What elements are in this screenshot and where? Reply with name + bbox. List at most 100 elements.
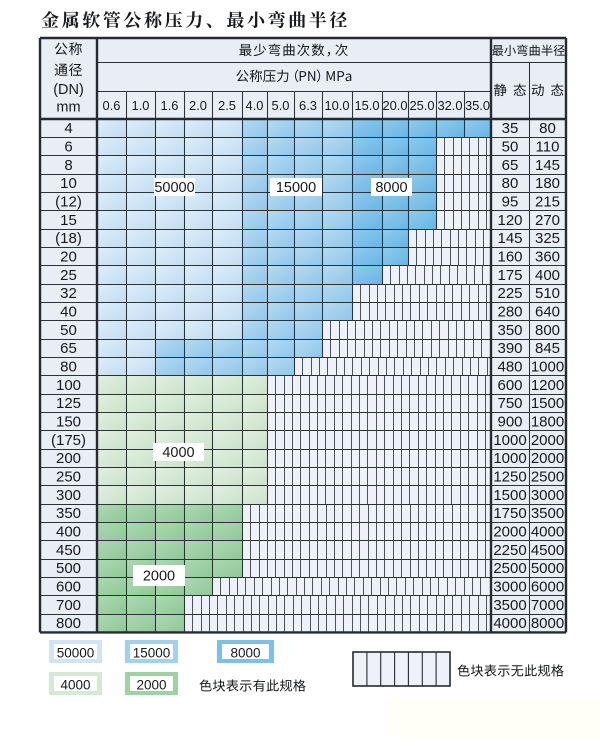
svg-text:8000: 8000 (230, 645, 260, 660)
svg-text:10: 10 (60, 175, 77, 192)
svg-text:3500: 3500 (531, 505, 564, 522)
svg-text:750: 750 (497, 395, 522, 412)
svg-text:0.6: 0.6 (103, 98, 121, 113)
svg-text:3000: 3000 (531, 487, 564, 504)
svg-text:2000: 2000 (493, 524, 526, 541)
svg-text:8000: 8000 (531, 615, 564, 632)
svg-text:40: 40 (60, 304, 77, 321)
svg-text:400: 400 (535, 267, 560, 284)
svg-text:32.0: 32.0 (437, 98, 462, 113)
svg-text:4000: 4000 (531, 524, 564, 541)
svg-text:25.0: 25.0 (409, 98, 434, 113)
svg-text:1250: 1250 (493, 469, 526, 486)
svg-text:1200: 1200 (531, 377, 564, 394)
svg-text:2250: 2250 (493, 542, 526, 559)
svg-text:50000: 50000 (154, 180, 194, 196)
svg-text:350: 350 (56, 505, 81, 522)
svg-text:(175): (175) (51, 432, 86, 449)
svg-text:3000: 3000 (493, 579, 526, 596)
svg-text:15: 15 (60, 212, 77, 229)
svg-text:4500: 4500 (531, 542, 564, 559)
svg-text:50000: 50000 (57, 645, 95, 660)
svg-text:35.0: 35.0 (465, 98, 490, 113)
svg-text:65: 65 (502, 157, 519, 174)
svg-text:25: 25 (60, 267, 77, 284)
svg-text:5.0: 5.0 (272, 98, 290, 113)
svg-text:6.3: 6.3 (299, 98, 317, 113)
svg-text:4000: 4000 (162, 445, 194, 461)
svg-text:800: 800 (535, 322, 560, 339)
svg-text:270: 270 (535, 212, 560, 229)
svg-text:350: 350 (497, 322, 522, 339)
svg-text:15.0: 15.0 (354, 98, 379, 113)
svg-text:4000: 4000 (493, 615, 526, 632)
svg-text:800: 800 (56, 615, 81, 632)
svg-text:280: 280 (497, 304, 522, 321)
svg-text:(DN): (DN) (53, 82, 84, 98)
svg-text:15000: 15000 (133, 645, 171, 660)
svg-text:35: 35 (502, 120, 519, 137)
svg-text:145: 145 (535, 157, 560, 174)
svg-text:120: 120 (497, 212, 522, 229)
svg-text:845: 845 (535, 340, 560, 357)
svg-text:400: 400 (56, 524, 81, 541)
svg-text:8: 8 (64, 157, 72, 174)
svg-text:450: 450 (56, 542, 81, 559)
svg-text:6: 6 (64, 139, 72, 156)
svg-text:600: 600 (56, 579, 81, 596)
svg-text:1000: 1000 (493, 432, 526, 449)
svg-text:2000: 2000 (531, 432, 564, 449)
svg-text:390: 390 (497, 340, 522, 357)
svg-text:15000: 15000 (276, 180, 316, 196)
svg-text:360: 360 (535, 249, 560, 266)
svg-text:80: 80 (502, 175, 519, 192)
svg-text:1.0: 1.0 (132, 98, 150, 113)
svg-text:1000: 1000 (493, 450, 526, 467)
svg-text:65: 65 (60, 340, 77, 357)
svg-text:325: 325 (535, 230, 560, 247)
svg-text:200: 200 (56, 450, 81, 467)
svg-text:32: 32 (60, 285, 77, 302)
svg-text:175: 175 (497, 267, 522, 284)
svg-text:1800: 1800 (531, 414, 564, 431)
svg-text:300: 300 (56, 487, 81, 504)
svg-text:1750: 1750 (493, 505, 526, 522)
svg-text:(12): (12) (55, 194, 82, 211)
svg-text:1500: 1500 (493, 487, 526, 504)
svg-text:250: 250 (56, 469, 81, 486)
svg-text:2000: 2000 (143, 569, 175, 585)
svg-text:180: 180 (535, 175, 560, 192)
svg-text:1500: 1500 (531, 395, 564, 412)
svg-text:900: 900 (497, 414, 522, 431)
svg-text:4000: 4000 (60, 677, 90, 692)
svg-text:640: 640 (535, 304, 560, 321)
svg-text:80: 80 (539, 120, 556, 137)
svg-text:160: 160 (497, 249, 522, 266)
svg-text:7000: 7000 (531, 597, 564, 614)
svg-text:500: 500 (56, 560, 81, 577)
svg-text:600: 600 (497, 377, 522, 394)
svg-text:2500: 2500 (531, 469, 564, 486)
svg-text:4.0: 4.0 (246, 98, 264, 113)
svg-text:80: 80 (60, 359, 77, 376)
svg-text:20: 20 (60, 249, 77, 266)
svg-text:100: 100 (56, 377, 81, 394)
svg-text:2.5: 2.5 (218, 98, 236, 113)
svg-text:2500: 2500 (493, 560, 526, 577)
svg-text:480: 480 (497, 359, 522, 376)
svg-text:110: 110 (536, 139, 560, 156)
svg-text:1.6: 1.6 (161, 98, 179, 113)
svg-text:(18): (18) (55, 230, 82, 247)
svg-text:6000: 6000 (531, 579, 564, 596)
svg-text:700: 700 (56, 597, 81, 614)
svg-text:2000: 2000 (531, 450, 564, 467)
svg-text:510: 510 (535, 285, 560, 302)
svg-text:95: 95 (502, 194, 519, 211)
svg-text:2000: 2000 (136, 677, 166, 692)
svg-text:145: 145 (497, 230, 522, 247)
svg-text:mm: mm (56, 100, 80, 116)
svg-text:50: 50 (60, 322, 77, 339)
svg-text:3500: 3500 (493, 597, 526, 614)
svg-text:50: 50 (502, 139, 519, 156)
svg-text:8000: 8000 (375, 180, 407, 196)
